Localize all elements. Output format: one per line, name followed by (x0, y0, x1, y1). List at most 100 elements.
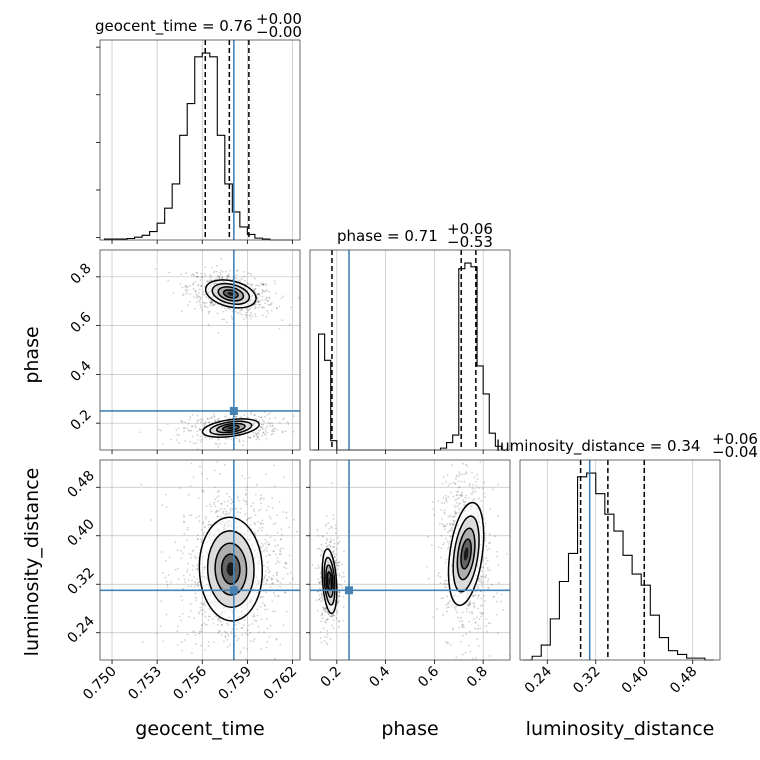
panel-geocent-time-vs-phase-sample-point (225, 277, 228, 280)
panel-geocent-time-vs-luminosity-distance-sample-point (265, 582, 268, 585)
panel-geocent-time-vs-phase-sample-point (254, 414, 256, 417)
panel-phase-vs-luminosity-distance-sample-point (491, 488, 494, 491)
panel-geocent-time-vs-luminosity-distance-sample-point (192, 630, 195, 632)
panel-geocent-time-vs-luminosity-distance-sample-point (240, 626, 243, 629)
panel-phase-vs-luminosity-distance-sample-point (483, 594, 485, 597)
panel-geocent-time-vs-luminosity-distance-sample-point (282, 511, 285, 513)
panel-geocent-time-vs-phase-sample-point (265, 290, 267, 293)
panel-geocent-time-vs-luminosity-distance-sample-point (198, 632, 201, 635)
panel-phase-vs-luminosity-distance-sample-point (480, 575, 482, 578)
panel-geocent-time-vs-phase-sample-point (201, 308, 203, 311)
panel-geocent-time-vs-luminosity-distance-sample-point (197, 610, 200, 613)
panel-geocent-time-vs-luminosity-distance-sample-point (304, 607, 306, 609)
panel-geocent-time-vs-phase-sample-point (266, 309, 268, 312)
panel-phase-vs-luminosity-distance-sample-point (440, 547, 443, 550)
panel-geocent-time-vs-luminosity-distance-sample-point (260, 545, 262, 548)
panel-phase-vs-luminosity-distance-sample-point (453, 606, 456, 609)
panel-geocent-time-vs-phase-sample-point (257, 436, 259, 438)
panel-phase-vs-luminosity-distance-sample-point (447, 601, 450, 604)
panel-geocent-time-vs-phase-sample-point (218, 275, 221, 278)
panel-phase-vs-luminosity-distance-sample-point (471, 492, 474, 494)
panel-geocent-time-vs-luminosity-distance-sample-point (236, 628, 238, 630)
panel-phase-vs-luminosity-distance-sample-point (454, 608, 457, 611)
panel-geocent-time-vs-phase-sample-point (263, 415, 266, 418)
panel-geocent-time-vs-phase-sample-point (255, 438, 258, 440)
panel-geocent-time-vs-luminosity-distance-sample-point (250, 505, 253, 507)
panel-geocent-time-vs-phase-sample-point (254, 432, 257, 435)
panel-phase-vs-luminosity-distance-sample-point (484, 576, 487, 578)
panel-phase-vs-luminosity-distance-sample-point (462, 462, 465, 465)
panel-geocent-time-vs-phase-frame (99, 249, 301, 451)
panel-geocent-time-vs-phase-sample-point (197, 439, 200, 441)
panel-geocent-time-vs-luminosity-distance-sample-point (268, 570, 271, 573)
panel-geocent-time-vs-luminosity-distance-sample-point (283, 566, 285, 569)
panel-geocent-time-vs-luminosity-distance-sample-point (200, 624, 203, 627)
panel-geocent-time-vs-luminosity-distance-sample-point (282, 476, 285, 478)
panel-geocent-time-vs-luminosity-distance-sample-point (269, 624, 272, 627)
panel-phase-vs-luminosity-distance-sample-point (445, 586, 448, 589)
panel-phase-vs-luminosity-distance-sample-point (471, 487, 474, 490)
panel-geocent-time-vs-luminosity-distance-sample-point (276, 514, 279, 517)
panel-phase-vs-luminosity-distance-sample-point (472, 603, 475, 606)
panel-geocent-time-vs-luminosity-distance-sample-point (229, 507, 232, 510)
panel-geocent-time-vs-luminosity-distance-sample-point (233, 669, 235, 671)
panel-geocent-time-vs-luminosity-distance-sample-point (180, 595, 182, 598)
panel-geocent-time-vs-luminosity-distance-sample-point (182, 514, 185, 517)
panel-phase-vs-luminosity-distance-sample-point (438, 441, 440, 443)
panel-geocent-time-vs-phase-sample-point (200, 306, 202, 309)
panel-phase-vs-luminosity-distance-sample-point (332, 613, 334, 616)
panel-phase-vs-luminosity-distance-sample-point (456, 441, 458, 443)
panel-phase-vs-luminosity-distance-sample-point (426, 565, 428, 568)
panel-phase-vs-luminosity-distance-sample-point (466, 464, 469, 467)
panel-geocent-time-vs-luminosity-distance-sample-point (244, 513, 247, 515)
panel-phase-vs-luminosity-distance-sample-point (458, 626, 460, 629)
panel-geocent-time-vs-luminosity-distance-sample-point (260, 497, 263, 500)
panel-geocent-time-vs-luminosity-distance-sample-point (268, 553, 271, 556)
panel-geocent-time-vs-phase-yticklabel-3: 0.8 (68, 260, 95, 287)
panel-geocent-time-vs-luminosity-distance-sample-point (200, 539, 203, 542)
xlabel-geocent-time: geocent_time (135, 718, 264, 740)
panel-geocent-time-vs-phase-sample-point (240, 278, 243, 280)
panel-geocent-time-vs-luminosity-distance-sample-point (265, 555, 268, 558)
panel-geocent-time-vs-phase-sample-point (199, 429, 201, 431)
panel-geocent-time-vs-phase-sample-point (254, 277, 256, 280)
panel-phase-vs-luminosity-distance-sample-point (497, 564, 500, 566)
panel-geocent-time-vs-luminosity-distance-sample-point (230, 498, 233, 501)
panel-phase-vs-luminosity-distance-sample-point (446, 595, 449, 598)
panel-geocent-time-vs-phase-sample-point (239, 279, 241, 281)
panel-geocent-time-vs-luminosity-distance-sample-point (246, 629, 249, 632)
panel-geocent-time-vs-phase-sample-point (204, 421, 207, 423)
panel-phase-vs-luminosity-distance-sample-point (455, 501, 458, 504)
panel-geocent-time-vs-luminosity-distance-sample-point (228, 512, 231, 514)
panel-geocent-time-vs-luminosity-distance-sample-point (252, 508, 255, 511)
panel-geocent-time-vs-luminosity-distance-sample-point (190, 556, 193, 559)
panel-geocent-time-vs-phase-sample-point (247, 309, 250, 312)
panel-geocent-time-vs-luminosity-distance-sample-point (229, 509, 232, 512)
panel-phase-vs-luminosity-distance-sample-point (460, 617, 462, 619)
panel-geocent-time-vs-phase-yticklabel-1: 0.4 (68, 358, 95, 385)
title-luminosity-distance-upper: +0.06 (712, 430, 758, 448)
panel-geocent-time-vs-phase-sample-point (248, 283, 251, 286)
panel-geocent-time-vs-phase-sample-point (261, 306, 264, 309)
panel-geocent-time-vs-luminosity-distance-sample-point (265, 473, 267, 476)
panel-geocent-time-vs-luminosity-distance-sample-point (275, 578, 278, 581)
panel-phase-vs-luminosity-distance-sample-point (492, 596, 495, 598)
panel-geocent-time-vs-phase-sample-point (181, 294, 184, 297)
panel-phase-vs-luminosity-distance-sample-point (458, 620, 461, 623)
panel-geocent-time-vs-phase-sample-point (209, 310, 211, 313)
panel-phase-vs-luminosity-distance-sample-point (469, 602, 471, 605)
panel-geocent-time-vs-luminosity-distance-sample-point (194, 592, 197, 595)
panel-geocent-time-vs-luminosity-distance-sample-point (275, 571, 278, 574)
panel-geocent-time-vs-phase-sample-point (261, 314, 264, 317)
panel-phase-vs-luminosity-distance-sample-point (458, 471, 461, 474)
panel-geocent-time-vs-phase-sample-point (242, 270, 245, 273)
panel-phase-vs-luminosity-distance-sample-point (337, 600, 340, 603)
panel-geocent-time-vs-phase-sample-point (188, 293, 191, 296)
panel-geocent-time-vs-phase-sample-point (266, 413, 269, 416)
panel-geocent-time-vs-luminosity-distance-sample-point (161, 571, 164, 574)
panel-phase-vs-luminosity-distance-sample-point (476, 597, 479, 599)
panel-geocent-time-vs-luminosity-distance-sample-point (207, 644, 210, 647)
panel-phase-vs-luminosity-distance-sample-point (486, 548, 489, 551)
panel-phase-vs-luminosity-distance-sample-point (437, 546, 440, 549)
panel-phase-vs-luminosity-distance-sample-point (456, 498, 458, 501)
